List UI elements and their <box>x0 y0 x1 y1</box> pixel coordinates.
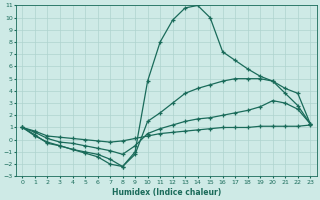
X-axis label: Humidex (Indice chaleur): Humidex (Indice chaleur) <box>112 188 221 197</box>
